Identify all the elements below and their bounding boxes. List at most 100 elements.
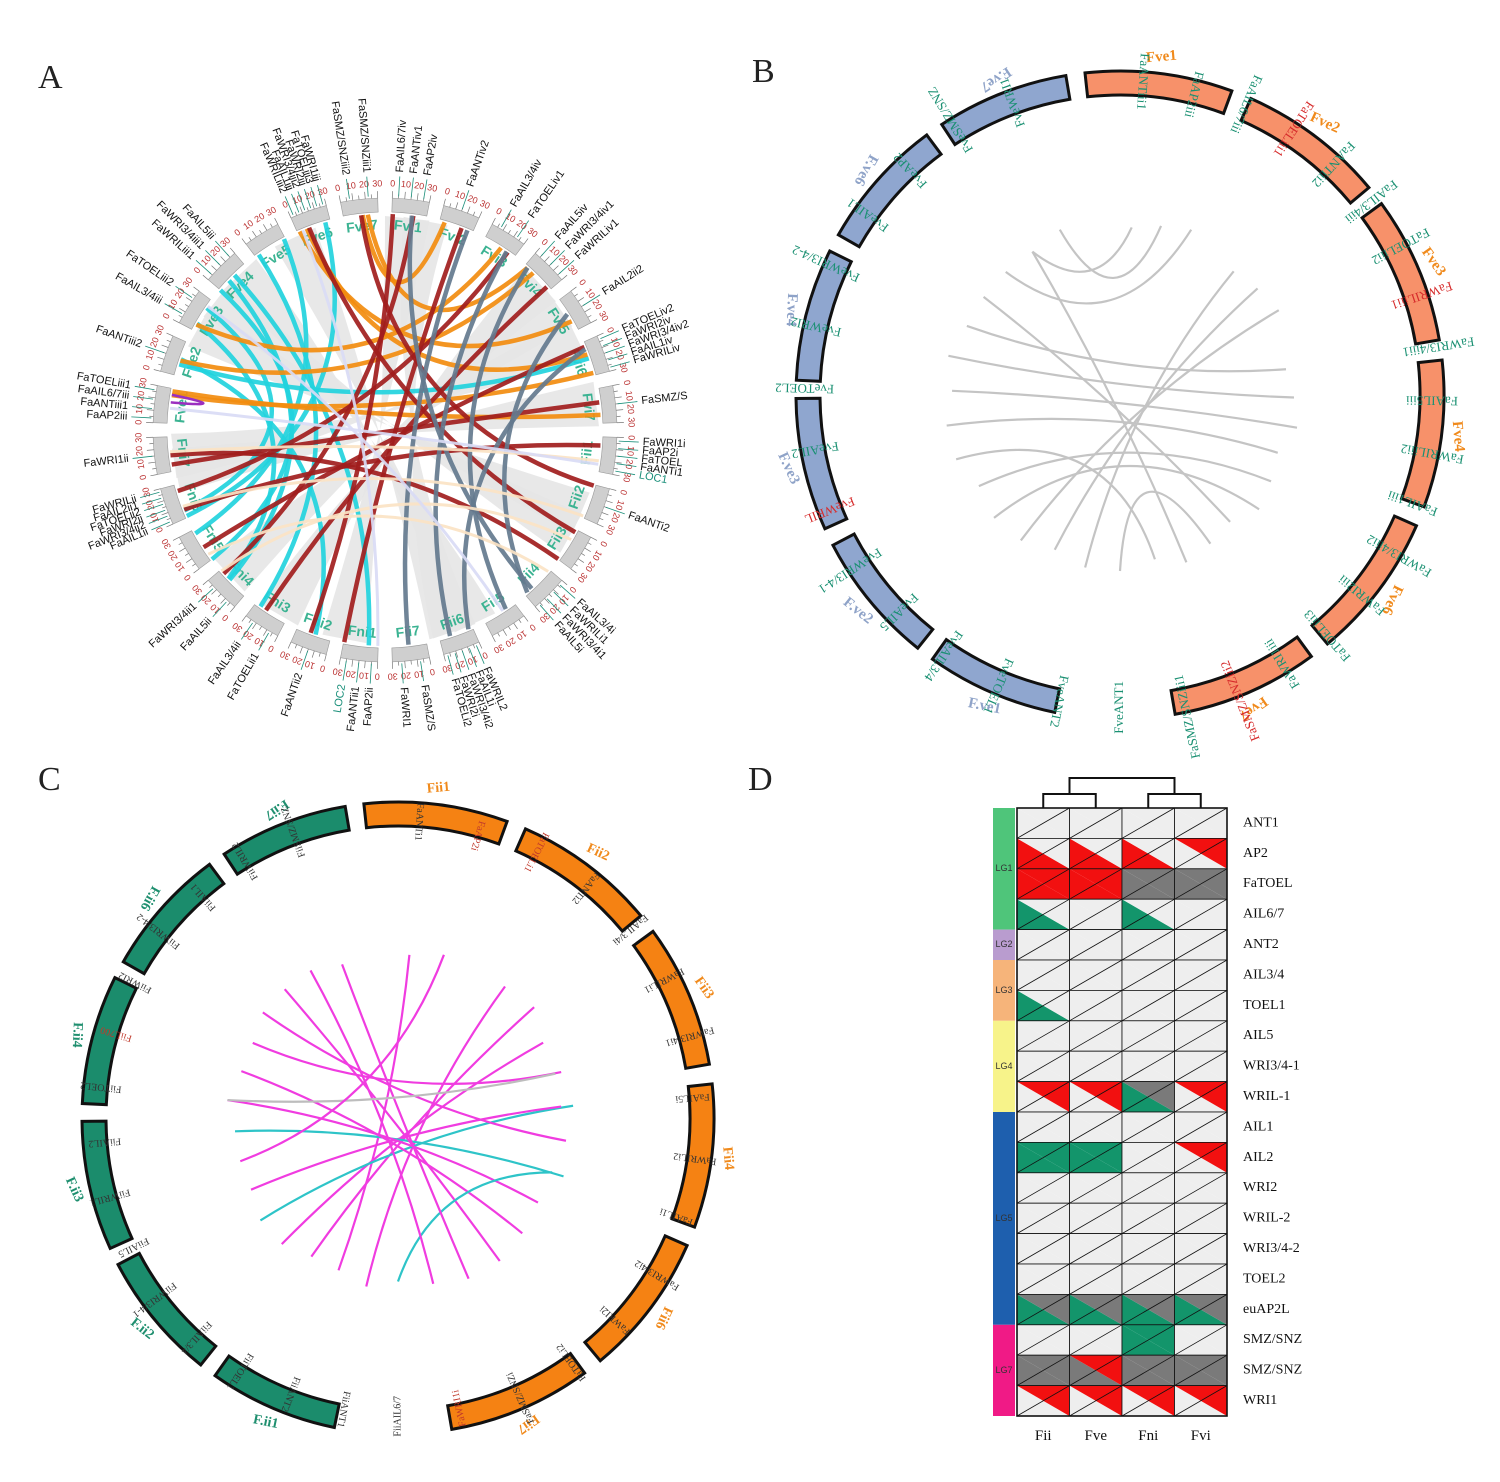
tick-mark [613, 390, 618, 392]
heatmap-cell [1121, 959, 1175, 991]
cell-diagonal [1121, 929, 1175, 961]
gene-connector [546, 598, 562, 614]
gene-link [1031, 251, 1188, 563]
tick-label: 0 [390, 178, 395, 188]
gene-link [966, 324, 1287, 373]
tick-label: 10 [144, 349, 157, 362]
tick-mark [152, 390, 157, 392]
group-bar-lg7 [993, 1324, 1015, 1416]
tick-mark [166, 517, 171, 521]
cell-diagonal [1121, 1081, 1175, 1113]
chromosome-arc-fve1 [1083, 69, 1234, 116]
group-bar-lg4 [993, 1020, 1015, 1112]
heatmap-cell [1016, 959, 1070, 991]
cell-diagonal [1121, 1233, 1175, 1265]
cell-diagonal [1069, 1172, 1123, 1204]
tick-label: 0 [334, 183, 341, 194]
column-label-fvi: Fvi [1191, 1428, 1211, 1444]
tick-label: 10 [454, 189, 467, 202]
gene-connector [447, 655, 454, 675]
tick-mark [535, 606, 541, 613]
tick-mark [599, 339, 604, 343]
heatmap-cell [1174, 929, 1228, 961]
tick-label: 10 [624, 390, 635, 401]
heatmap-cell [1069, 959, 1123, 991]
heatmap-cell [1174, 807, 1228, 839]
tick-mark [502, 629, 507, 636]
gene-connector [212, 601, 227, 617]
gene-link [993, 465, 1260, 519]
chromosome-arc-fii7 [391, 643, 430, 663]
tick-label: 30 [190, 583, 204, 597]
tick-mark [202, 580, 209, 586]
tick-label: 0 [192, 265, 203, 275]
tick-label: 0 [429, 667, 436, 678]
dendrogram-branch [1147, 793, 1202, 808]
link-orange [179, 271, 535, 375]
dendrogram-branch [1068, 777, 1176, 794]
chromosome-arc-fvi4 [525, 252, 563, 290]
tick-mark [274, 217, 279, 225]
cell-diagonal [1121, 1111, 1175, 1143]
heatmap-cell [1069, 1020, 1123, 1052]
heatmap-cell [1174, 1020, 1228, 1052]
gene-connector [605, 345, 625, 354]
row-label: AIL3/4 [1243, 967, 1284, 982]
tick-mark [153, 488, 161, 491]
cell-diagonal [1069, 807, 1123, 839]
tick-mark [150, 383, 158, 386]
tick-label: 30 [388, 671, 398, 681]
cell-diagonal [1016, 1385, 1070, 1417]
cell-diagonal [1121, 807, 1175, 839]
tick-mark [227, 602, 231, 606]
gene-link [1084, 270, 1235, 568]
chromosome-arc-fvi7 [598, 385, 618, 424]
link-beige [207, 514, 549, 573]
cell-diagonal [1069, 838, 1123, 870]
tick-label: 10 [135, 459, 146, 470]
tick-mark [166, 523, 174, 528]
group-label-lg2: LG2 [995, 939, 1012, 949]
cell-diagonal [1121, 1020, 1175, 1052]
tick-mark [577, 297, 585, 302]
gene-label: FaANTiii1 [1134, 53, 1153, 111]
gene-label: FaANTi2 [627, 509, 672, 535]
gene-connector [461, 650, 470, 670]
row-label: ANT2 [1243, 937, 1279, 952]
cell-diagonal [1016, 1324, 1070, 1356]
tick-label: 20 [359, 179, 370, 190]
link-lavender [207, 305, 505, 612]
chromosome-arc-fii5 [485, 604, 525, 637]
gene-label: FaAP2i [642, 445, 679, 460]
tick-mark [270, 632, 273, 637]
tick-mark [581, 553, 586, 556]
tick-mark [148, 396, 156, 399]
row-label: SMZ/SNZ [1243, 1363, 1302, 1378]
gene-connector [454, 653, 462, 673]
tick-mark [449, 203, 452, 208]
tick-label: 20 [253, 211, 267, 225]
tick-label: 20 [466, 193, 479, 206]
chromosome-label-fii3: F.ii3 [62, 1175, 86, 1204]
tick-label: 10 [504, 211, 518, 225]
tick-mark [518, 237, 522, 241]
tick-mark [577, 558, 585, 563]
link-darkred [308, 214, 396, 634]
tick-mark [497, 223, 500, 228]
chromosome-arc-fve3 [1359, 201, 1442, 346]
tick-label: 20 [548, 602, 562, 616]
chromosome-arc-fii2 [583, 484, 610, 525]
tick-label: 0 [161, 312, 172, 321]
gene-label: LOC1 [638, 469, 668, 486]
cell-diagonal [1121, 1385, 1175, 1417]
gene-connector [618, 448, 639, 451]
heatmap-cell [1174, 898, 1228, 931]
tick-label: 0 [375, 671, 380, 681]
tick-label: 20 [614, 349, 627, 362]
gene-connector [144, 503, 164, 512]
tick-mark [184, 304, 189, 307]
heatmap-cell [1069, 990, 1123, 1022]
gene-label: FaANTii2 [279, 672, 305, 719]
tick-mark [553, 265, 559, 271]
heatmap-cell [1121, 1111, 1175, 1143]
